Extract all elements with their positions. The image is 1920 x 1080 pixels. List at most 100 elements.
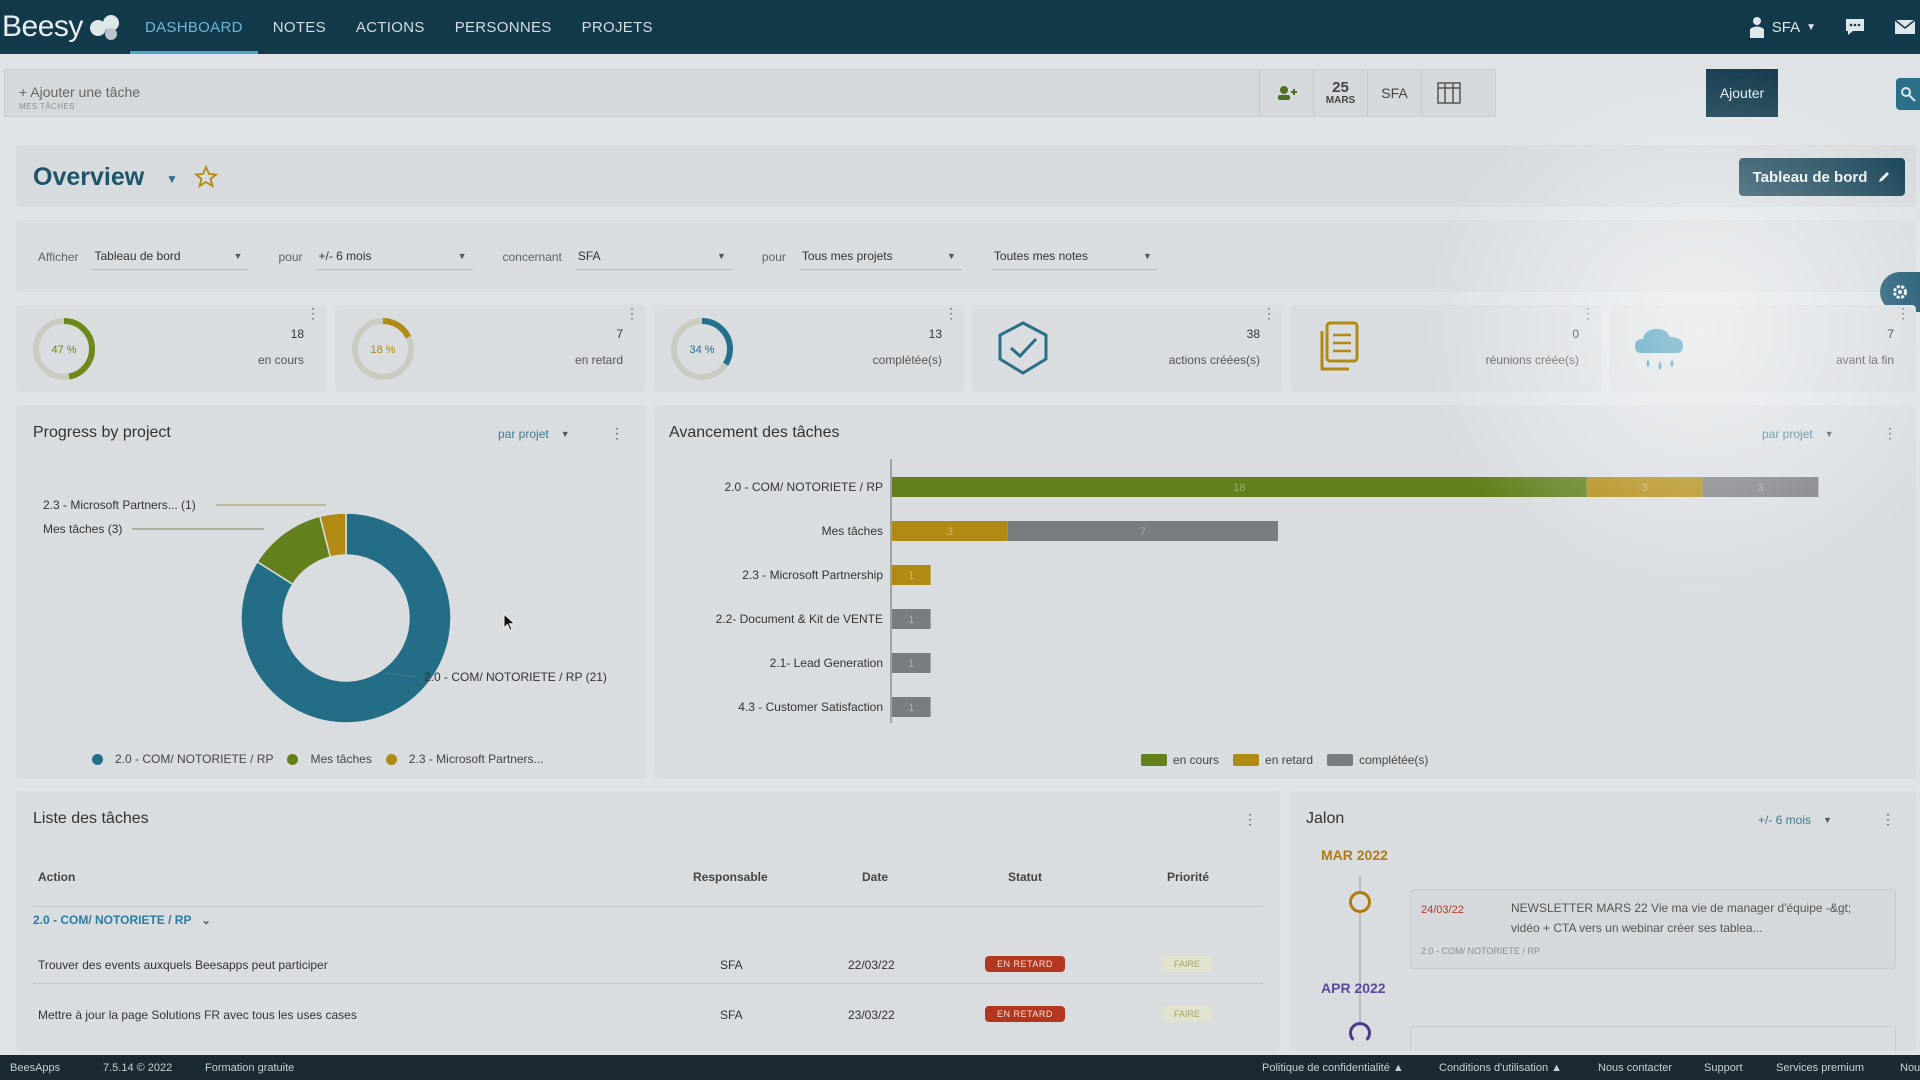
donut-slice[interactable] (318, 512, 347, 558)
pencil-icon (1879, 172, 1890, 182)
status-badge[interactable]: EN RETARD (985, 956, 1065, 972)
date-picker-button[interactable]: 25 MARS (1313, 70, 1367, 116)
kebab-menu-icon[interactable]: ⋮ (306, 305, 320, 321)
kebab-menu-icon[interactable]: ⋮ (1581, 305, 1595, 321)
slice-label: Mes tâches (3) (43, 522, 122, 536)
bar-value-label: 3 (1757, 482, 1763, 494)
legend-item[interactable]: en retard (1233, 753, 1313, 767)
column-header-responsable[interactable]: Responsable (693, 870, 768, 884)
notes-select[interactable]: Toutes mes notes ▼ (991, 249, 1158, 270)
footer-brand[interactable]: BeesApps (10, 1062, 61, 1074)
tab-actions[interactable]: ACTIONS (355, 18, 425, 36)
page-title: Overview (33, 163, 145, 191)
add-task-input[interactable]: + Ajouter une tâche MES TÂCHES (5, 70, 1259, 116)
footer-link-privacy[interactable]: Politique de confidentialité ▲ (1262, 1062, 1404, 1074)
legend-label: en cours (1173, 753, 1220, 767)
mail-icon[interactable] (1894, 17, 1916, 37)
footer-link-terms[interactable]: Conditions d'utilisation ▲ (1439, 1062, 1563, 1074)
kpi-value: 7 (1887, 327, 1894, 341)
milestone-card[interactable] (1410, 1026, 1896, 1051)
bar-segment[interactable] (892, 697, 931, 717)
bar-segment[interactable] (892, 521, 1008, 541)
chat-icon[interactable] (1844, 17, 1866, 37)
kebab-menu-icon[interactable]: ⋮ (944, 305, 958, 321)
concerning-select[interactable]: SFA ▼ (575, 249, 732, 270)
legend-item[interactable]: 2.3 - Microsoft Partners... (385, 752, 544, 766)
table-row[interactable]: Trouver des events auxquels Beesapps peu… (32, 944, 1262, 984)
column-header-date[interactable]: Date (862, 870, 889, 884)
legend-swatch (1141, 754, 1167, 766)
chevron-down-icon: ▼ (1823, 815, 1832, 825)
dashboard-edit-button[interactable]: Tableau de bord (1739, 158, 1905, 196)
tab-personnes[interactable]: PERSONNES (454, 18, 552, 36)
kebab-menu-icon[interactable]: ⋮ (1896, 305, 1910, 321)
table-row[interactable]: Mettre à jour la page Solutions FR avec … (32, 994, 1262, 1034)
footer-link-formation[interactable]: Formation gratuite (205, 1062, 295, 1074)
kpi-label: en retard (574, 353, 623, 367)
donut-slice[interactable] (240, 512, 452, 724)
legend-item[interactable]: Mes tâches (287, 752, 372, 766)
footer-link-more[interactable]: Nou (1900, 1062, 1920, 1074)
priority-badge[interactable]: FAIRE (1162, 1006, 1213, 1022)
logo-text: Beesy (2, 10, 83, 43)
milestone-marker[interactable] (1349, 1022, 1371, 1044)
column-header-priorite[interactable]: Priorité (1167, 870, 1210, 884)
tab-notes[interactable]: NOTES (272, 18, 326, 36)
kpi-label: réunions créée(s) (1485, 353, 1579, 367)
jalon-period-select[interactable]: +/- 6 mois ▼ (1758, 813, 1832, 827)
legend-item[interactable]: 2.0 - COM/ NOTORIETE / RP (92, 752, 273, 766)
tab-projets[interactable]: PROJETS (581, 18, 653, 36)
user-menu[interactable]: SFA ▼ (1748, 16, 1816, 38)
kebab-menu-icon[interactable]: ⋮ (625, 305, 639, 321)
group-by-value: par projet (498, 427, 549, 441)
star-icon[interactable] (194, 165, 218, 189)
footer-link-premium[interactable]: Services premium (1776, 1062, 1865, 1074)
legend-label: 2.3 - Microsoft Partners... (408, 752, 544, 766)
board-view-button[interactable] (1421, 70, 1475, 116)
column-header-statut[interactable]: Statut (1008, 870, 1042, 884)
bar-segment[interactable] (892, 609, 931, 629)
milestone-text: NEWSLETTER MARS 22 Vie ma vie de manager… (1511, 901, 1852, 935)
kebab-menu-icon[interactable]: ⋮ (1243, 811, 1257, 827)
owner-button[interactable]: SFA (1367, 70, 1421, 116)
period-select[interactable]: +/- 6 mois ▼ (316, 249, 473, 270)
kpi-value: 7 (616, 327, 623, 341)
column-header-action[interactable]: Action (38, 870, 76, 884)
jalon-period-value: +/- 6 mois (1758, 813, 1812, 827)
milestone-marker[interactable] (1349, 891, 1371, 913)
bar-segment[interactable] (892, 565, 931, 585)
bar-segment[interactable] (892, 477, 1587, 497)
kebab-menu-icon[interactable]: ⋮ (1262, 305, 1276, 321)
status-badge[interactable]: EN RETARD (985, 1006, 1065, 1022)
beesy-logo[interactable]: Beesy (0, 0, 130, 54)
assign-user-button[interactable] (1259, 70, 1313, 116)
legend-label: Mes tâches (310, 752, 372, 766)
projects-select[interactable]: Tous mes projets ▼ (799, 249, 962, 270)
priority-badge[interactable]: FAIRE (1162, 956, 1213, 972)
tab-dashboard[interactable]: DASHBOARD (130, 0, 258, 54)
task-owner: SFA (720, 958, 743, 972)
footer-link-support[interactable]: Support (1704, 1062, 1743, 1074)
kebab-menu-icon[interactable]: ⋮ (1881, 811, 1895, 827)
show-select[interactable]: Tableau de bord ▼ (92, 249, 249, 270)
milestone-card[interactable]: 24/03/22 NEWSLETTER MARS 22 Vie ma vie d… (1410, 889, 1896, 969)
bar-value-label: 3 (947, 526, 953, 538)
check-shield-icon (998, 321, 1048, 375)
chevron-down-icon: ▼ (1806, 21, 1816, 33)
task-group-header[interactable]: 2.0 - COM/ NOTORIETE / RP ⌄ (33, 913, 211, 927)
quick-tools-button[interactable] (1896, 78, 1920, 110)
donut-chart: 2.3 - Microsoft Partners... (1) Mes tâch… (43, 498, 607, 724)
legend-item[interactable]: en cours (1141, 753, 1219, 767)
kpi-card-reunions: ⋮ 0 réunions créée(s) (1291, 305, 1601, 392)
chevron-down-icon[interactable]: ▼ (166, 172, 178, 186)
kebab-menu-icon[interactable]: ⋮ (610, 425, 624, 441)
footer-link-contact[interactable]: Nous contacter (1598, 1062, 1672, 1074)
bar-segment[interactable] (892, 653, 931, 673)
bar-segment[interactable] (1007, 521, 1278, 541)
dashboard-edit-label: Tableau de bord (1752, 168, 1868, 186)
spacer (1475, 70, 1495, 116)
chevron-down-icon: ▼ (716, 251, 726, 261)
add-task-button[interactable]: Ajouter (1706, 69, 1778, 117)
group-by-select[interactable]: par projet ▼ (498, 427, 570, 441)
legend-item[interactable]: complétée(s) (1327, 753, 1428, 767)
